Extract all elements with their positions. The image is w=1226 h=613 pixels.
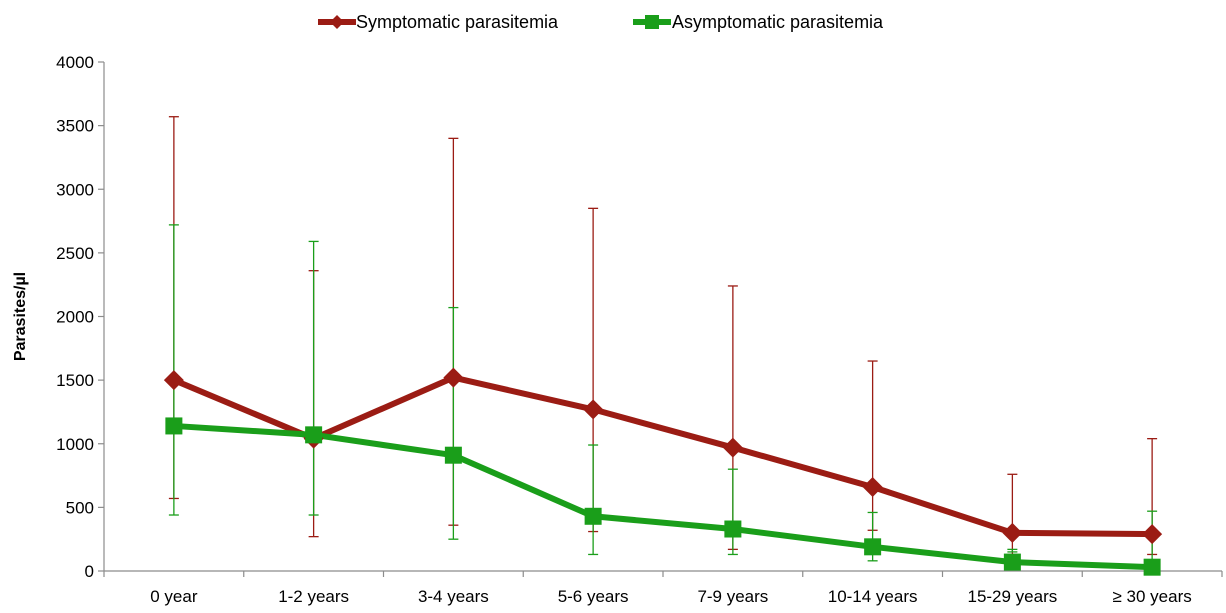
x-tick-label: ≥ 30 years — [1112, 587, 1191, 606]
legend-label: Symptomatic parasitemia — [356, 12, 559, 32]
data-point — [724, 520, 742, 538]
data-point — [1003, 553, 1021, 571]
legend: Symptomatic parasitemia Asymptomatic para… — [318, 12, 884, 32]
data-point — [444, 446, 462, 464]
data-point — [864, 538, 882, 556]
x-tick-label: 10-14 years — [828, 587, 918, 606]
data-point — [1002, 522, 1023, 543]
x-tick-label: 1-2 years — [278, 587, 349, 606]
data-point — [1143, 558, 1161, 576]
legend-marker — [330, 15, 344, 29]
data-point — [584, 507, 602, 525]
data-point — [443, 367, 464, 388]
y-tick-label: 4000 — [56, 53, 94, 72]
x-tick-label: 3-4 years — [418, 587, 489, 606]
axes: 0 500 1000 1500 2000 2500 3000 3500 4000 0 year 1-… — [12, 53, 1223, 606]
y-tick-label: 0 — [85, 562, 94, 581]
data-point — [163, 370, 184, 391]
y-tick-label: 500 — [66, 498, 94, 517]
x-tick-label: 0 year — [150, 587, 198, 606]
data-point — [165, 417, 183, 435]
x-tick-label: 7-9 years — [697, 587, 768, 606]
legend-label: Asymptomatic parasitemia — [672, 12, 884, 32]
legend-marker — [645, 15, 659, 29]
y-tick-label: 3000 — [56, 180, 94, 199]
y-axis-label: Parasites/µl — [12, 272, 29, 361]
series-line — [172, 374, 1153, 538]
y-tick-label: 1000 — [56, 435, 94, 454]
y-tick-label: 1500 — [56, 371, 94, 390]
series-markers — [163, 367, 1163, 576]
x-tick-label: 5-6 years — [558, 587, 629, 606]
x-tick-label: 15-29 years — [967, 587, 1057, 606]
y-tick-label: 2500 — [56, 244, 94, 263]
series-line — [173, 422, 1153, 571]
series-lines — [172, 374, 1153, 571]
data-point — [583, 399, 604, 420]
data-point — [1142, 524, 1163, 545]
data-point — [305, 426, 323, 444]
data-point — [862, 477, 883, 498]
data-point — [722, 437, 743, 458]
y-tick-label: 3500 — [56, 117, 94, 136]
y-tick-label: 2000 — [56, 308, 94, 327]
error-bars — [168, 116, 1158, 572]
